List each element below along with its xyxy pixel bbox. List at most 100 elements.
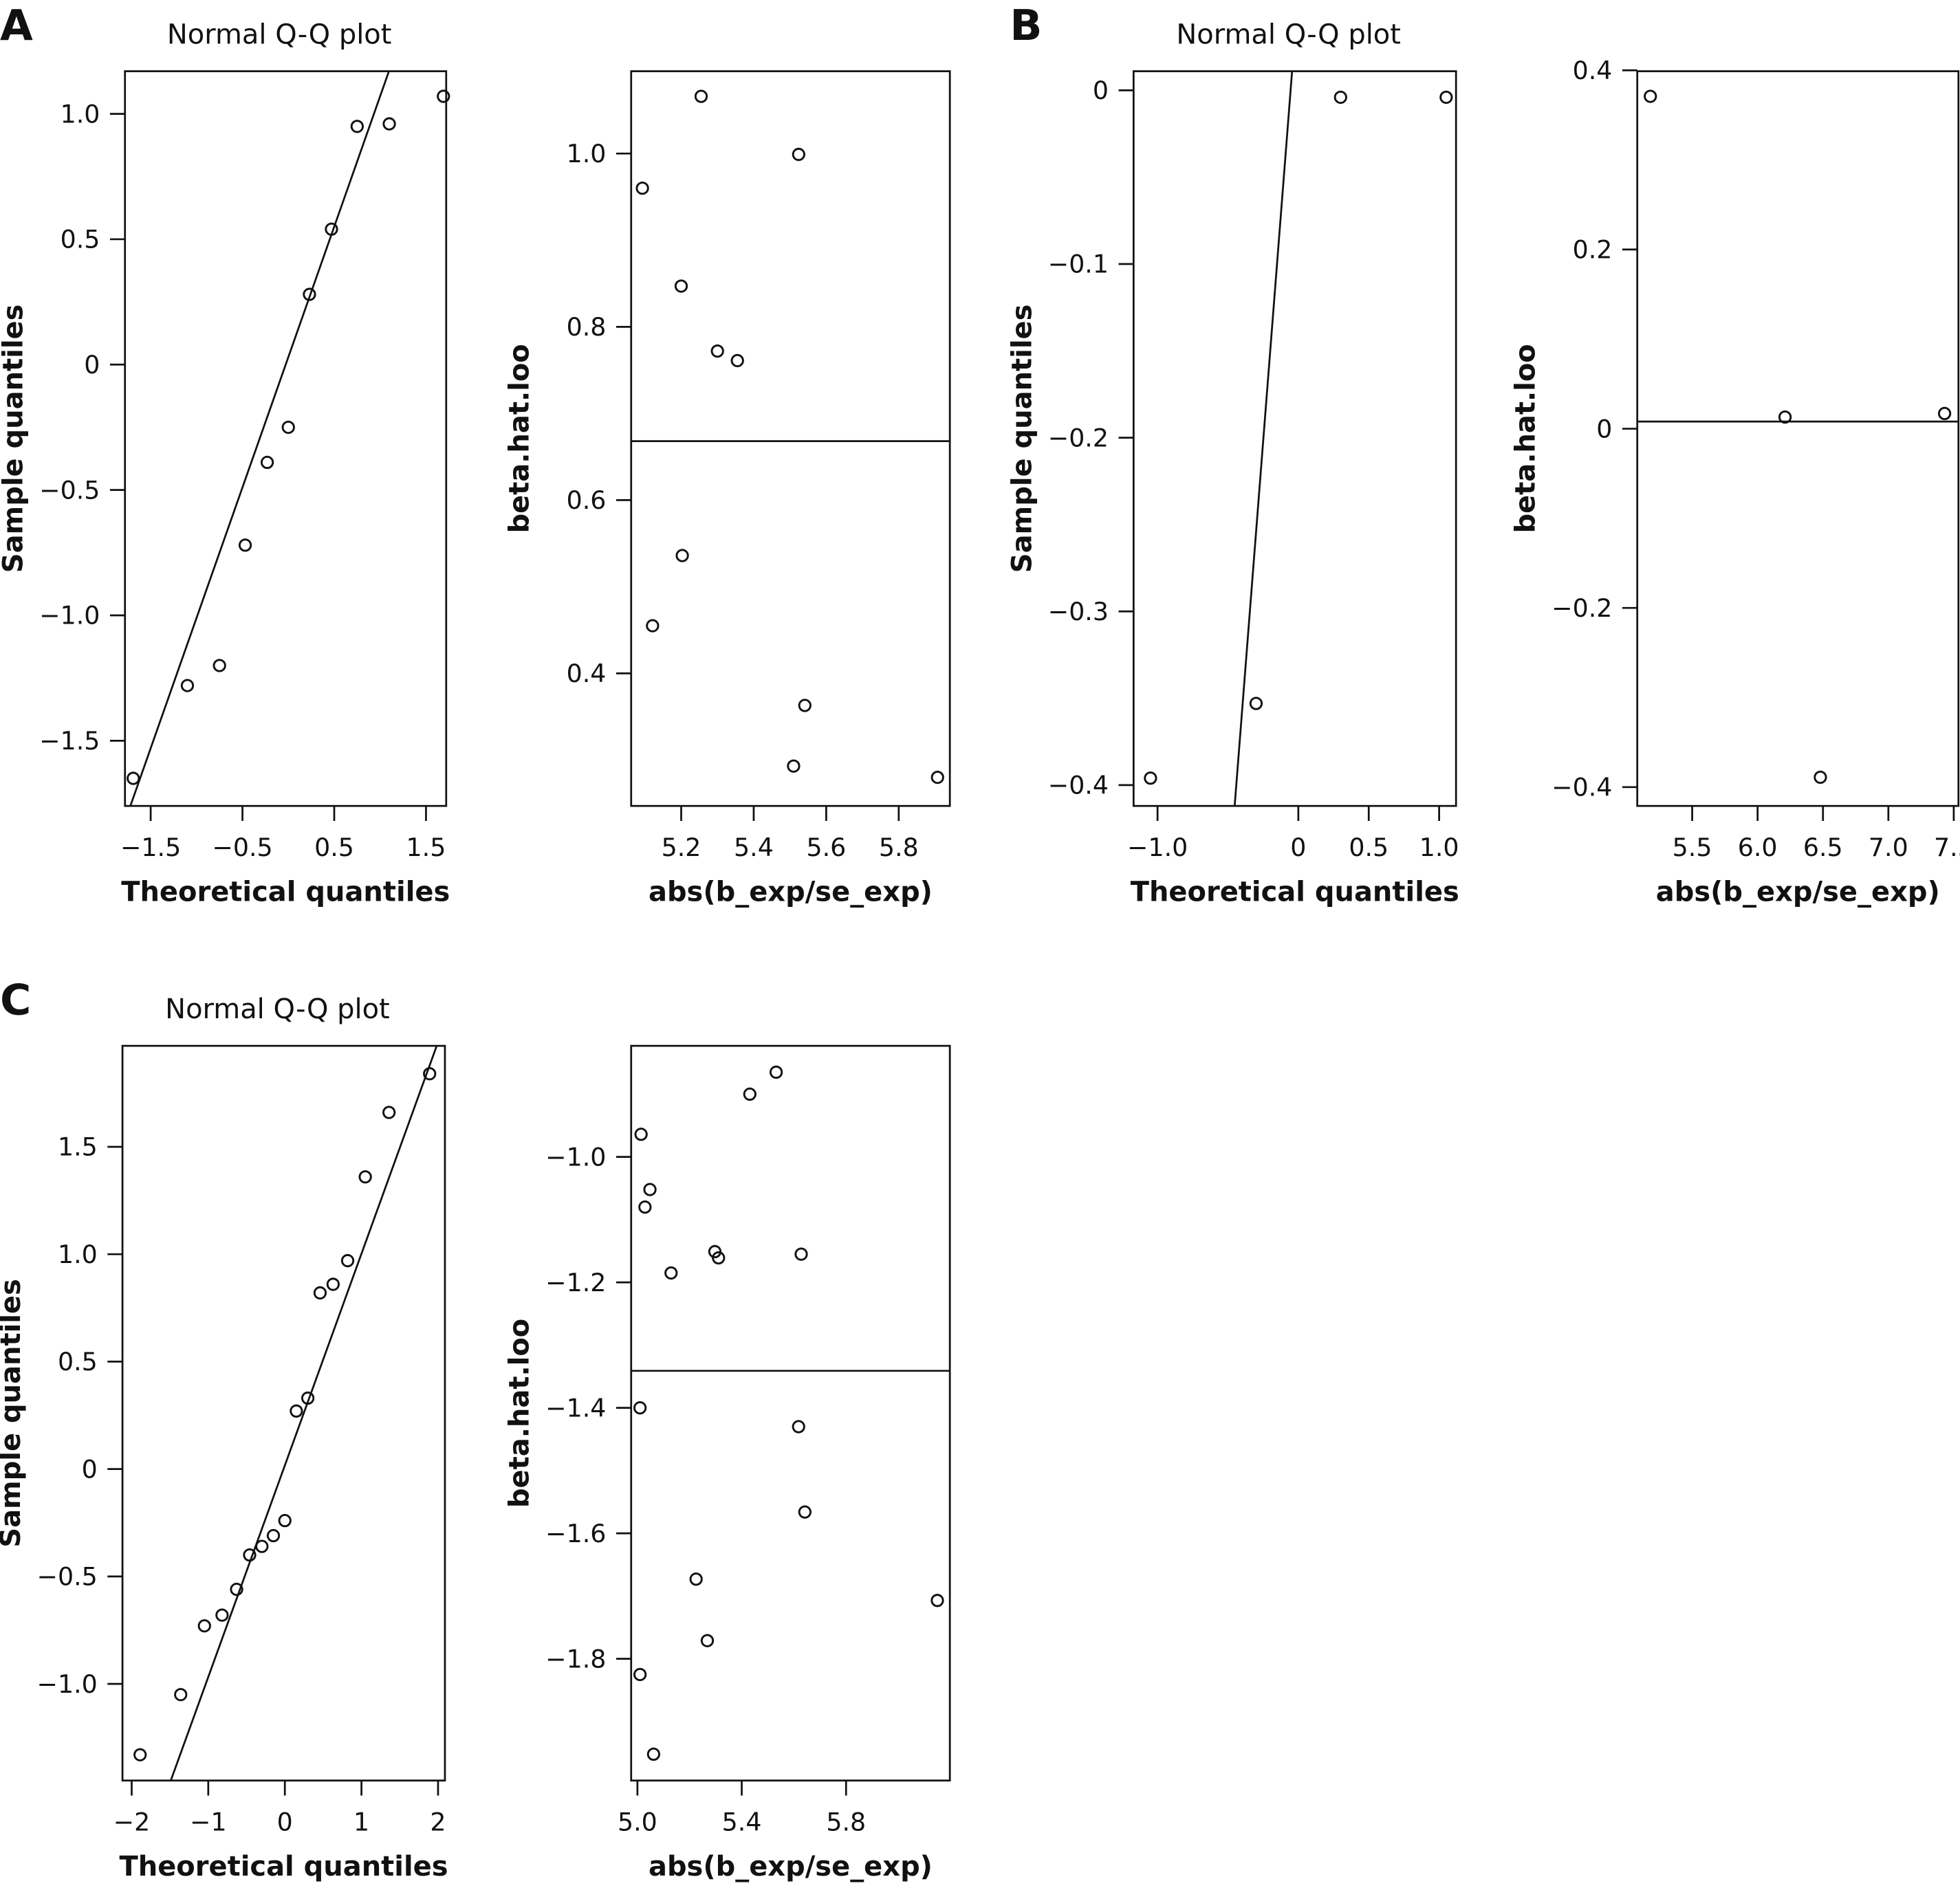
data-point [643,1183,657,1196]
data-point [1144,771,1157,785]
y-tick-label: −1.6 [545,1519,606,1548]
x-axis-label: abs(b_exp/se_exp) [649,1851,933,1882]
x-tick-label: 5.2 [662,833,701,862]
data-point [133,1748,147,1761]
data-point [646,1747,661,1761]
data-point [290,1404,303,1418]
plot-frame [1132,70,1457,807]
qq-reference-line [129,71,390,806]
y-tick-label: −0.4 [1551,773,1612,802]
data-point [674,279,688,293]
chart-4: 5.5 6.0 6.5 7.0 7.5 −0.4 −0.2 0 0.2 0.4 abs(b_exp/… [1510,56,1960,908]
panel-label-b: B [1010,1,1042,50]
data-point [794,1247,808,1261]
chart-title: Normal Q-Q plot [1176,19,1401,51]
data-point [260,455,274,470]
x-tick-label: 1.0 [1419,833,1459,862]
data-point [174,1688,188,1702]
x-tick-label: 0.5 [1349,833,1389,862]
data-point [792,1420,805,1434]
x-tick-label: 6.5 [1803,833,1843,862]
data-point [930,1594,944,1607]
y-tick-label: −0.2 [1551,593,1612,623]
data-point [1333,90,1347,105]
data-point [787,759,801,773]
x-tick-label: 5.8 [879,833,919,862]
data-point [646,619,660,633]
y-tick-label: −1.8 [545,1644,606,1673]
data-point [180,679,195,692]
panel-label-c: C [0,976,31,1025]
x-tick-label: 0 [1290,833,1306,862]
data-point [301,1391,315,1405]
data-point [423,1067,437,1081]
data-point [638,1200,652,1214]
data-point [382,1106,396,1119]
data-point [437,89,450,103]
data-point [238,538,252,552]
y-tick-label: −1.5 [39,726,100,756]
x-axis-label: Theoretical quantiles [121,876,450,908]
plot-frame [124,70,448,807]
data-point [730,353,744,368]
x-tick-label: 6.0 [1738,833,1778,862]
y-tick-label: −0.3 [1048,597,1109,626]
data-point [700,1634,715,1647]
data-point [633,1667,647,1682]
data-point [350,120,364,133]
x-tick-label: 0.5 [314,833,354,862]
y-axis-label-group: beta.hat.loo [504,1319,536,1508]
data-point [1937,406,1952,421]
x-tick-label: −1.5 [120,833,181,862]
plot-frame [630,70,951,807]
x-tick-label: 5.6 [807,833,847,862]
y-tick-label: −1.0 [39,601,100,630]
y-tick-label: 0 [1596,414,1612,443]
y-tick-label: 0.5 [58,1347,98,1376]
y-axis-label-group: Sample quantiles [1006,305,1038,573]
plots: Normal Q-Q plot −1.5 −0.5 0.5 1.5 −1.5 −1.0 −0.… [0,19,1960,1882]
y-tick-label: −1.2 [545,1268,606,1297]
chart-2: 5.2 5.4 5.6 5.8 0.4 0.6 0.8 1.0 abs(b_exp/se_exp… [504,70,951,908]
data-point [230,1582,243,1596]
qq-reference-line [170,1045,438,1781]
y-axis-label-group: Sample quantiles [0,1279,27,1548]
data-point [197,1619,211,1633]
y-tick-label: −0.5 [37,1562,98,1592]
data-point [930,770,944,784]
x-tick-label: 1.5 [406,833,446,862]
x-tick-label: 5.5 [1673,833,1712,862]
x-axis-label: Theoretical quantiles [119,1851,448,1882]
data-point [1778,410,1792,424]
data-point [255,1539,269,1553]
chart-6: 5.0 5.4 5.8 −1.8 −1.6 −1.4 −1.2 −1.0 abs(b_exp/s… [504,1044,951,1882]
plot-frame [121,1044,446,1782]
x-tick-label: 2 [430,1807,446,1836]
qq-reference-line [1233,71,1294,806]
y-tick-label: −0.1 [1048,250,1109,279]
chart-title: Normal Q-Q plot [165,994,390,1025]
data-point [664,1266,678,1280]
x-tick-label: −1.0 [1127,833,1188,862]
data-point [313,1286,327,1300]
x-tick-label: −2 [113,1807,151,1836]
x-axis-label: Theoretical quantiles [1131,876,1459,908]
data-point [358,1170,372,1184]
y-axis-label: Sample quantiles [1006,305,1038,573]
data-point [1644,89,1657,103]
data-point [1249,696,1263,710]
y-axis-label: beta.hat.loo [504,1319,536,1508]
y-axis-label: beta.hat.loo [504,344,536,533]
panel-label-a: A [0,1,33,50]
data-point [243,1548,257,1562]
plot-frame [630,1044,951,1782]
data-point [325,222,338,236]
plot-frame [1636,70,1960,807]
y-tick-label: −1.4 [545,1393,606,1423]
x-tick-label: 5.4 [722,1807,762,1836]
data-point [694,89,708,103]
data-point [792,147,805,162]
x-tick-label: 5.4 [734,833,774,862]
chart-5: Normal Q-Q plot −2 −1 0 1 2 −1.0 −0.5 0 0.5 1.0 1.5… [0,994,448,1882]
